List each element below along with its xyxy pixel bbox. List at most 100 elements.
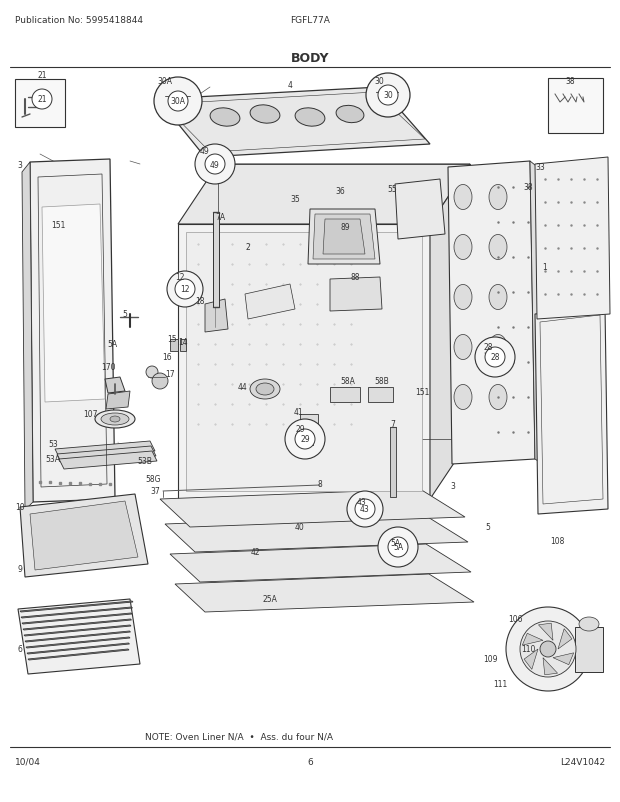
Text: 5A: 5A — [393, 543, 403, 552]
Polygon shape — [535, 158, 610, 320]
Ellipse shape — [210, 109, 240, 127]
Polygon shape — [21, 607, 133, 618]
Polygon shape — [30, 501, 138, 570]
Text: 5: 5 — [123, 310, 128, 319]
Ellipse shape — [489, 235, 507, 260]
Text: 43: 43 — [357, 498, 367, 507]
Bar — [330, 387, 360, 403]
Polygon shape — [430, 164, 470, 500]
Text: 108: 108 — [550, 537, 564, 546]
Text: 53A: 53A — [45, 455, 61, 464]
Polygon shape — [522, 634, 543, 646]
Text: 111: 111 — [493, 679, 507, 689]
Text: 28: 28 — [490, 353, 500, 362]
Polygon shape — [175, 574, 474, 612]
Text: 35: 35 — [290, 195, 300, 205]
Text: 53: 53 — [48, 440, 58, 449]
Polygon shape — [28, 649, 129, 660]
Text: 107: 107 — [82, 410, 97, 419]
Ellipse shape — [489, 185, 507, 210]
Polygon shape — [308, 210, 380, 265]
Bar — [390, 427, 396, 497]
Text: 17: 17 — [165, 370, 175, 379]
Circle shape — [175, 280, 195, 300]
Polygon shape — [105, 378, 125, 394]
Ellipse shape — [295, 109, 325, 127]
Bar — [213, 213, 219, 308]
Polygon shape — [535, 308, 608, 514]
Circle shape — [32, 90, 52, 110]
Text: 5: 5 — [485, 523, 490, 532]
Text: 106: 106 — [508, 615, 522, 624]
Polygon shape — [395, 180, 445, 240]
Text: 15: 15 — [167, 335, 177, 344]
Ellipse shape — [95, 411, 135, 428]
Text: 58B: 58B — [374, 377, 389, 386]
Polygon shape — [524, 649, 538, 670]
Text: 58A: 58A — [340, 377, 355, 386]
Text: 30: 30 — [374, 76, 384, 85]
Ellipse shape — [454, 185, 472, 210]
Text: 18: 18 — [195, 297, 205, 306]
Ellipse shape — [256, 383, 274, 395]
Polygon shape — [330, 277, 382, 312]
Text: 12: 12 — [180, 286, 190, 294]
Ellipse shape — [391, 542, 405, 553]
Text: BODY: BODY — [291, 52, 329, 65]
Bar — [368, 387, 393, 403]
Circle shape — [378, 86, 398, 106]
Text: 170: 170 — [101, 363, 115, 372]
Polygon shape — [59, 452, 157, 469]
Polygon shape — [106, 391, 130, 410]
Circle shape — [355, 500, 375, 520]
Text: 30A: 30A — [157, 78, 172, 87]
Polygon shape — [42, 205, 105, 403]
Ellipse shape — [489, 385, 507, 410]
Text: 5A: 5A — [107, 340, 117, 349]
Polygon shape — [18, 599, 140, 674]
Polygon shape — [22, 614, 132, 624]
Ellipse shape — [579, 618, 599, 631]
Polygon shape — [20, 602, 133, 612]
Polygon shape — [448, 162, 535, 464]
Text: 30A: 30A — [170, 97, 185, 107]
Text: 41: 41 — [293, 408, 303, 417]
Text: 28: 28 — [483, 343, 493, 352]
Circle shape — [475, 338, 515, 378]
Polygon shape — [178, 164, 470, 225]
Circle shape — [152, 374, 168, 390]
Polygon shape — [165, 514, 468, 553]
Text: 14: 14 — [178, 338, 188, 347]
Polygon shape — [23, 619, 131, 630]
Text: 44: 44 — [238, 383, 248, 392]
Text: 30: 30 — [383, 91, 393, 100]
Text: 110: 110 — [521, 645, 535, 654]
Text: 109: 109 — [483, 654, 497, 664]
Text: L24V1042: L24V1042 — [560, 757, 605, 766]
Polygon shape — [323, 220, 365, 255]
Polygon shape — [313, 215, 375, 260]
Polygon shape — [55, 441, 155, 460]
Text: NOTE: Oven Liner N/A  •  Ass. du four N/A: NOTE: Oven Liner N/A • Ass. du four N/A — [145, 732, 333, 741]
Text: 1: 1 — [542, 263, 547, 272]
Text: 21: 21 — [37, 71, 46, 80]
Text: 29: 29 — [295, 425, 305, 434]
Circle shape — [295, 429, 315, 449]
Text: 88: 88 — [350, 273, 360, 282]
Ellipse shape — [250, 379, 280, 399]
Circle shape — [485, 347, 505, 367]
Polygon shape — [57, 447, 156, 464]
Ellipse shape — [489, 286, 507, 310]
Circle shape — [146, 367, 158, 379]
Circle shape — [540, 642, 556, 657]
Polygon shape — [178, 225, 430, 500]
Text: Publication No: 5995418844: Publication No: 5995418844 — [15, 16, 143, 25]
Text: 8: 8 — [317, 480, 322, 489]
Bar — [15, 80, 65, 128]
Ellipse shape — [454, 385, 472, 410]
Ellipse shape — [454, 335, 472, 360]
Circle shape — [388, 537, 408, 557]
Text: 40: 40 — [295, 523, 305, 532]
Polygon shape — [553, 653, 574, 665]
Polygon shape — [530, 162, 550, 469]
